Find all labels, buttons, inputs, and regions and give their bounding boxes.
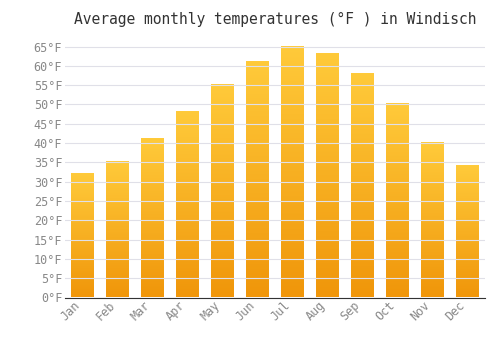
Title: Average monthly temperatures (°F ) in Windisch: Average monthly temperatures (°F ) in Wi…: [74, 12, 476, 27]
